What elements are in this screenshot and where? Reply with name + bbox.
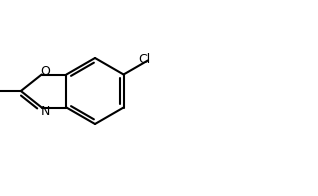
Text: N: N — [41, 105, 50, 118]
Text: Cl: Cl — [139, 53, 151, 66]
Text: O: O — [41, 65, 51, 78]
